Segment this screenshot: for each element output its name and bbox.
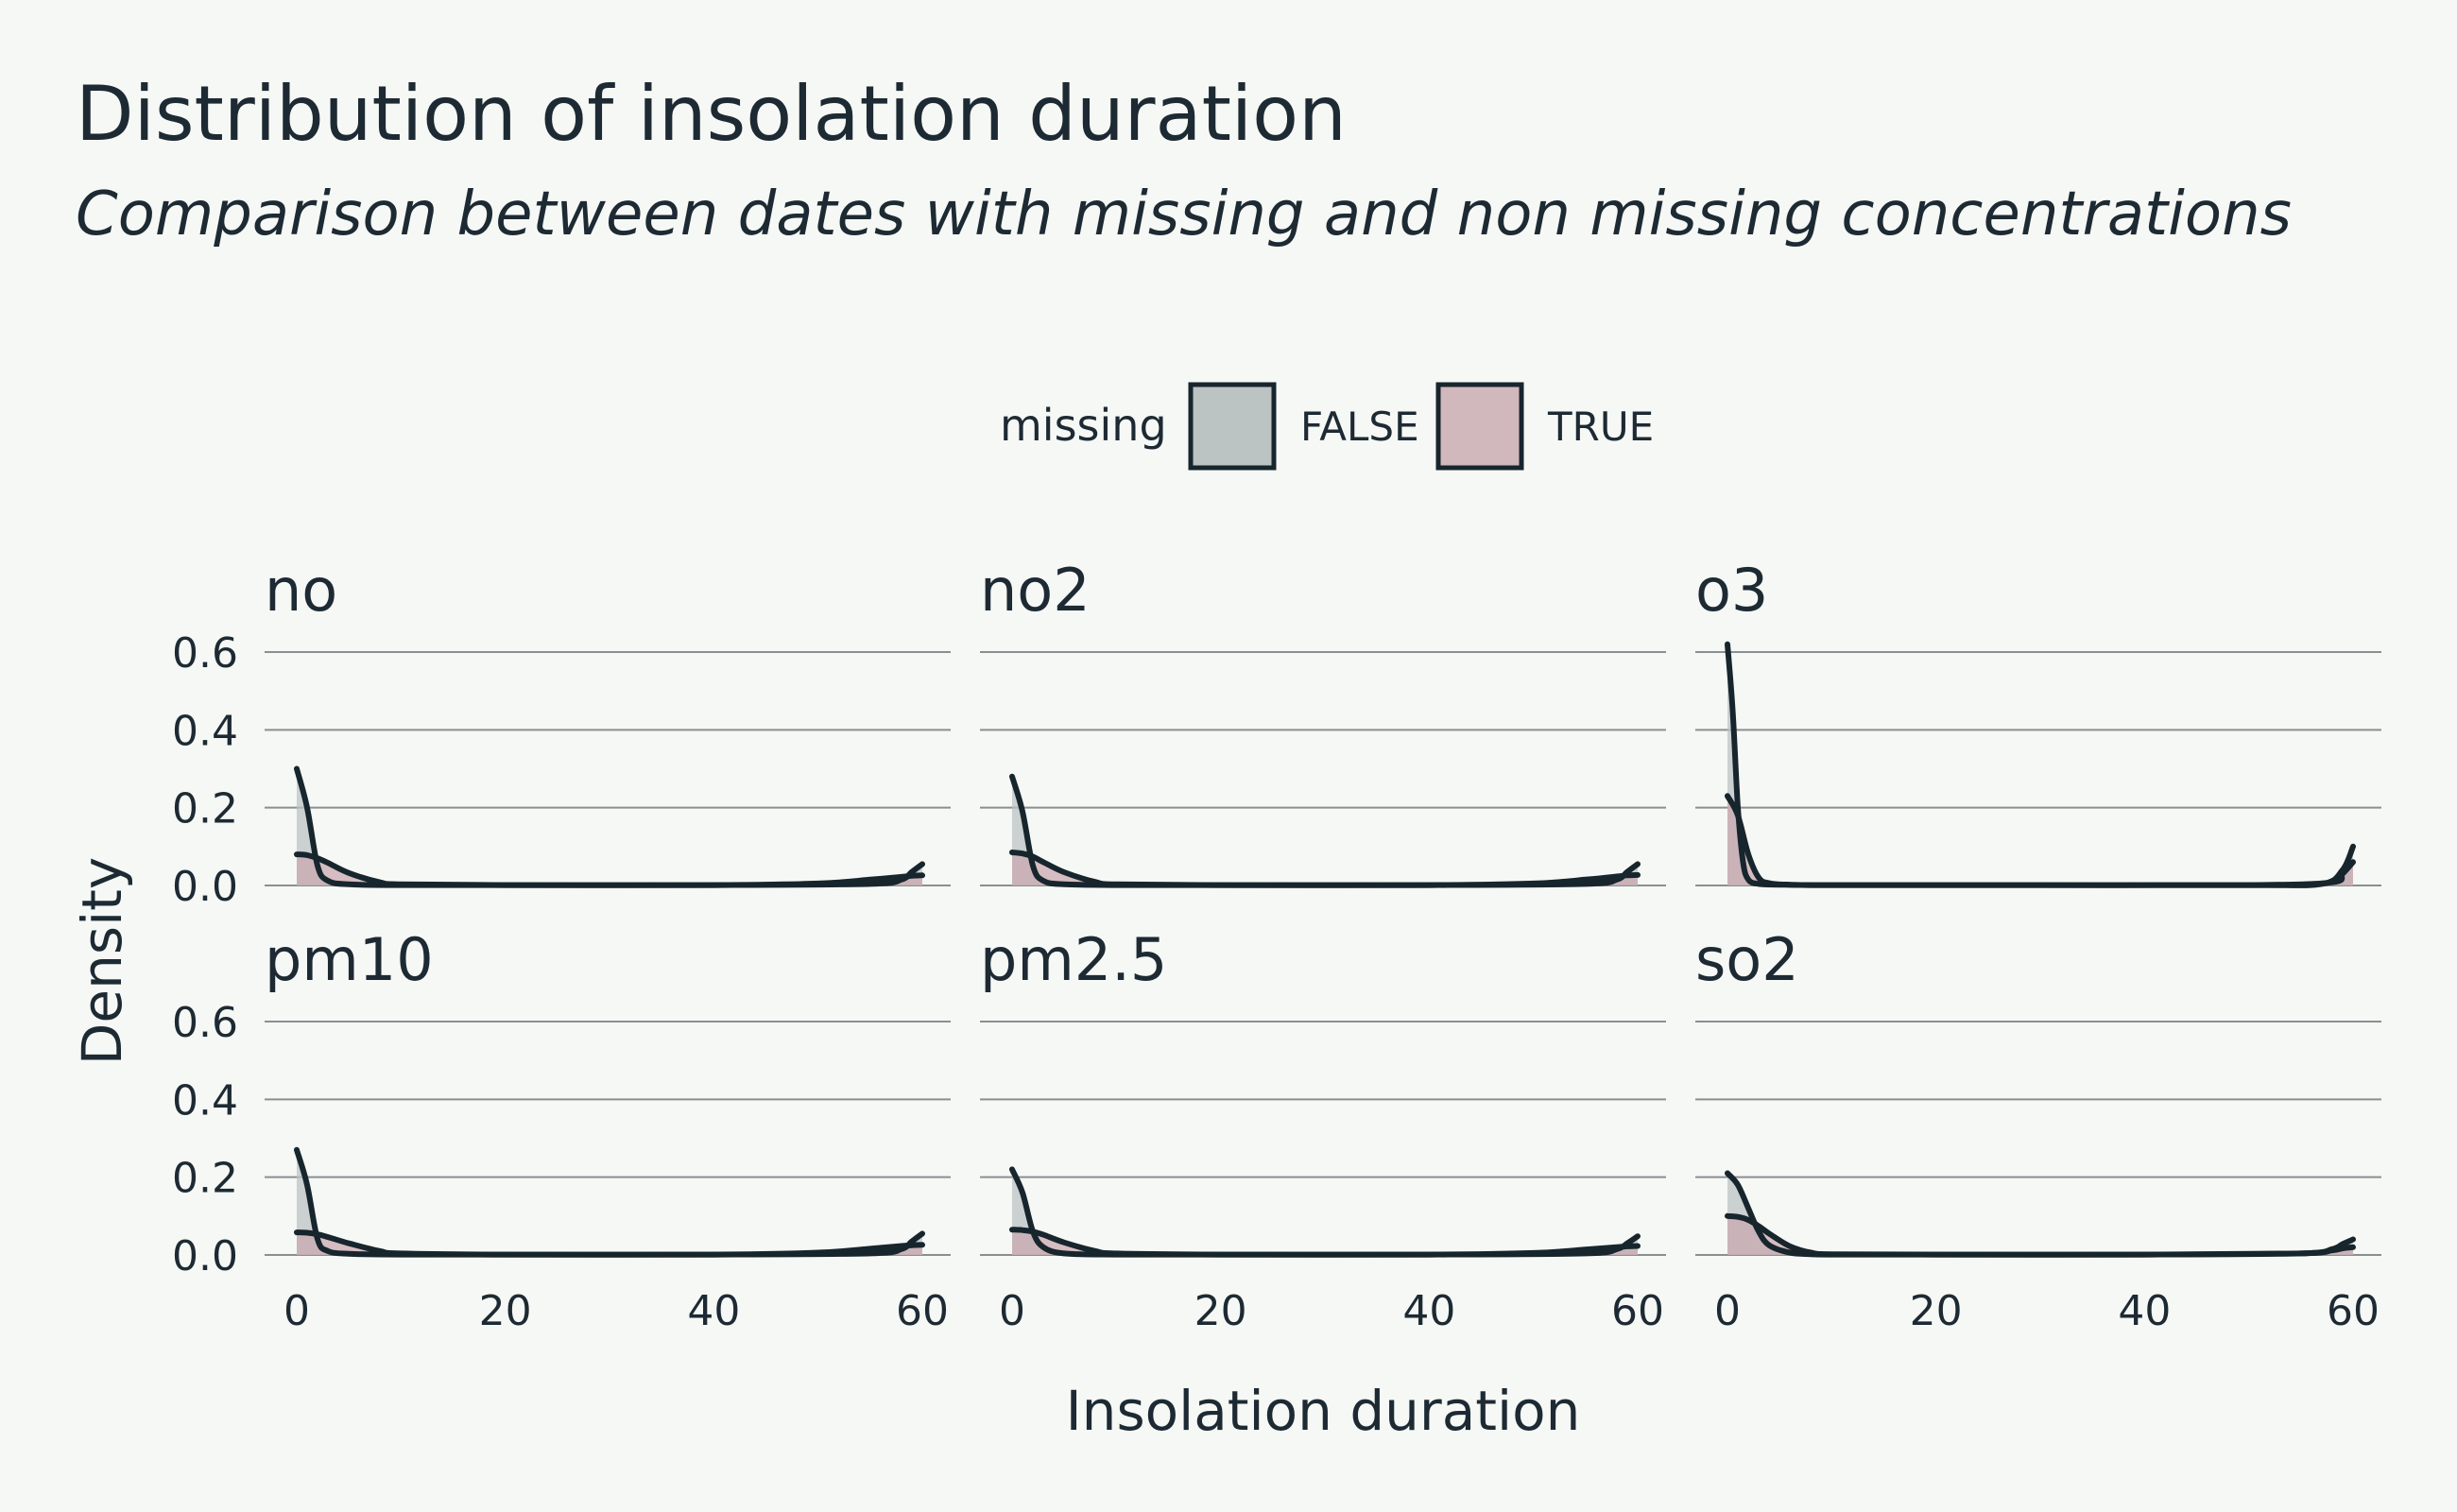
- y-tick-label: 0.0: [172, 863, 238, 911]
- facet-panel-o3: o3: [1695, 556, 2381, 888]
- x-tick-label: 40: [2118, 1287, 2171, 1335]
- x-tick-label: 40: [1402, 1287, 1455, 1335]
- density-line-true: [1725, 1212, 2356, 1258]
- x-tick-label: 0: [284, 1287, 310, 1335]
- density-line-false: [1009, 1166, 1641, 1258]
- chart-subtitle: Comparison between dates with missing an…: [76, 180, 2292, 249]
- x-tick-label: 60: [896, 1287, 949, 1335]
- y-tick-label: 0.2: [172, 1155, 238, 1203]
- density-area-false: [1727, 644, 2353, 885]
- facet-label: no2: [980, 556, 1091, 625]
- x-axis-title: Insolation duration: [1066, 1379, 1581, 1443]
- y-tick-label: 0.0: [172, 1232, 238, 1280]
- density-line-true: [1725, 793, 2356, 888]
- x-tick-label: 20: [479, 1287, 532, 1335]
- facet-panel-pm10: pm10 0.0 0.2 0.4 0.6 0 20 40 60: [172, 925, 951, 1335]
- y-tick-label: 0.2: [172, 785, 238, 833]
- density-area-false: [297, 1149, 922, 1255]
- y-tick-label: 0.4: [172, 1076, 238, 1125]
- density-area-false: [297, 768, 922, 885]
- x-tick-label: 20: [1194, 1287, 1247, 1335]
- facet-panel-pm2.5: pm2.5 0 20 40 60: [980, 925, 1666, 1335]
- density-area-false: [1727, 1173, 2353, 1255]
- density-area-true: [1727, 1215, 2353, 1255]
- facet-panel-no2: no2: [980, 556, 1666, 888]
- x-tick-label: 40: [687, 1287, 740, 1335]
- x-tick-label: 0: [999, 1287, 1025, 1335]
- legend-swatch-false: [1188, 382, 1277, 471]
- facet-panel-no: no 0.0 0.2 0.4 0.6: [172, 556, 951, 911]
- chart-title: Distribution of insolation duration: [76, 70, 1347, 158]
- facet-label: so2: [1695, 925, 1799, 994]
- density-line-false: [294, 1146, 925, 1258]
- density-line-false: [1725, 641, 2356, 888]
- x-tick-label: 0: [1714, 1287, 1741, 1335]
- facet-panels: no 0.0 0.2 0.4 0.6 no2 o3 pm10 0.0 0.2 0.4 0.6 0 20 40…: [172, 556, 2381, 1335]
- density-line-true: [294, 851, 925, 888]
- facet-label: pm2.5: [980, 925, 1167, 994]
- facet-label: pm10: [265, 925, 434, 994]
- density-line-true: [1009, 850, 1641, 888]
- density-line-false: [1725, 1170, 2356, 1258]
- legend-title: missing: [1000, 400, 1167, 451]
- facet-label: no: [265, 556, 337, 625]
- y-tick-label: 0.4: [172, 707, 238, 755]
- density-area-false: [1012, 776, 1638, 885]
- y-tick-label: 0.6: [172, 629, 238, 678]
- legend-swatch-true: [1435, 382, 1524, 471]
- legend-label-true: TRUE: [1547, 404, 1654, 450]
- density-line-false: [1009, 773, 1641, 888]
- density-area-false: [1012, 1169, 1638, 1255]
- density-line-false: [294, 765, 925, 888]
- facet-panel-so2: so2 0 20 40 60: [1695, 925, 2381, 1335]
- x-tick-label: 60: [2327, 1287, 2380, 1335]
- x-tick-label: 60: [1611, 1287, 1664, 1335]
- density-area-true: [1727, 796, 2353, 885]
- x-tick-label: 20: [1910, 1287, 1963, 1335]
- y-axis-title: Density: [70, 857, 134, 1066]
- density-line-true: [1009, 1227, 1641, 1258]
- y-tick-label: 0.6: [172, 999, 238, 1047]
- legend-label-false: FALSE: [1300, 404, 1419, 450]
- legend: missing FALSE TRUE: [1000, 382, 1654, 471]
- density-line-true: [294, 1229, 925, 1258]
- facet-label: o3: [1695, 556, 1768, 625]
